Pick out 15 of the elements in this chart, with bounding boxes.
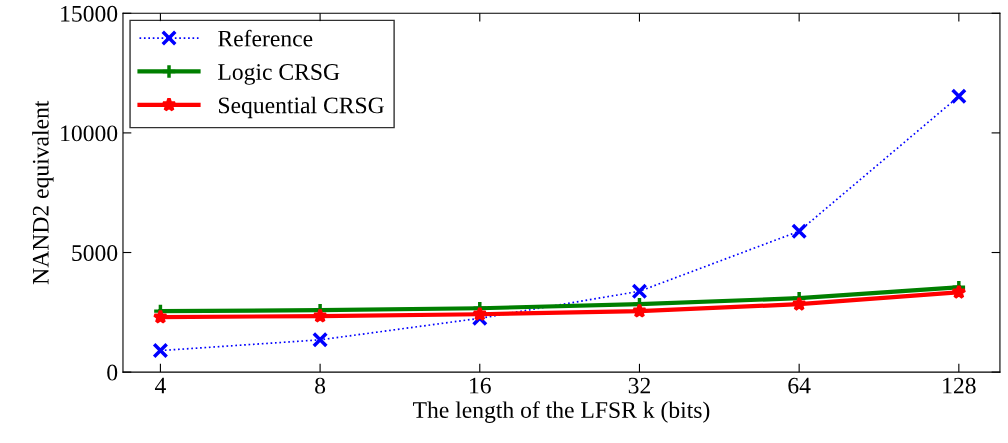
legend-label: Reference: [218, 29, 313, 47]
x-tick-label: 32: [628, 377, 650, 394]
legend-label: Sequential CRSG: [219, 96, 384, 119]
x-axis-title: The length of the LFSR k (bits): [413, 401, 710, 423]
y-tick-label: 0: [107, 364, 118, 381]
x-tick-label: 4: [154, 377, 166, 394]
y-axis-title: NAND2 equivalent: [32, 100, 54, 285]
x-tick-label: 64: [788, 377, 811, 394]
x-tick-label: 128: [943, 377, 976, 394]
x-tick-label: 8: [315, 377, 326, 394]
x-tick-label: 16: [470, 377, 491, 394]
y-tick-label: 5000: [72, 245, 118, 261]
legend-label: Logic CRSG: [218, 64, 340, 85]
y-tick-label: 10000: [61, 125, 118, 142]
y-tick-label: 15000: [61, 5, 118, 22]
